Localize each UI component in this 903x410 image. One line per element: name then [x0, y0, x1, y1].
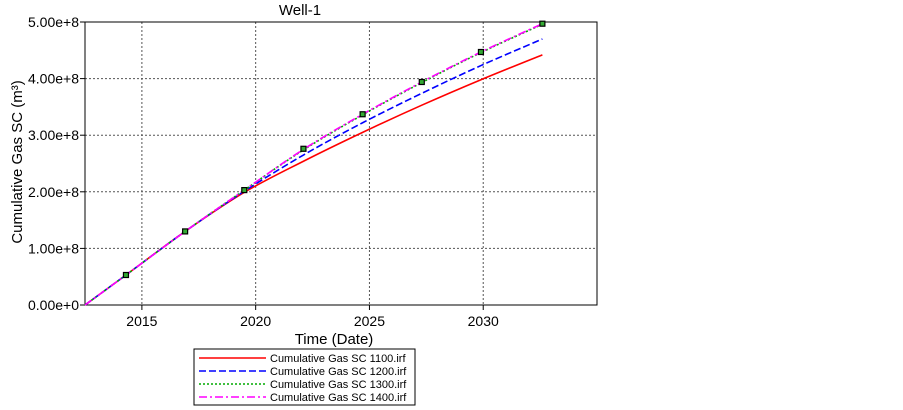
- x-axis: 2015 2020 2025 2030: [126, 305, 499, 329]
- y-tick-label: 1.00e+8: [28, 240, 79, 256]
- data-marker: [477, 48, 485, 56]
- x-tick-label: 2025: [354, 313, 385, 329]
- series-line-2: [84, 38, 543, 306]
- y-tick-label: 4.00e+8: [28, 71, 79, 87]
- legend-label: Cumulative Gas SC 1200.irf: [270, 366, 407, 378]
- x-tick-label: 2030: [468, 313, 499, 329]
- data-marker: [182, 228, 189, 235]
- y-tick-label: 3.00e+8: [28, 127, 79, 143]
- y-tick-label: 0.00e+0: [28, 297, 79, 313]
- x-axis-title: Time (Date): [295, 331, 374, 348]
- data-marker: [418, 78, 425, 86]
- y-tick-label: 5.00e+8: [28, 14, 79, 30]
- series-line-3: [84, 23, 543, 306]
- x-tick-label: 2020: [240, 313, 271, 329]
- data-marker: [539, 20, 546, 27]
- legend-label: Cumulative Gas SC 1100.irf: [270, 353, 406, 365]
- chart-title: Well-1: [279, 2, 321, 19]
- data-markers: [122, 20, 546, 279]
- legend-item-1: Cumulative Gas SC 1100.irf: [199, 353, 406, 365]
- plot-area-frame: [84, 21, 598, 306]
- legend-item-2: Cumulative Gas SC 1200.irf: [199, 366, 407, 378]
- y-tick-label: 2.00e+8: [28, 184, 79, 200]
- data-marker: [359, 111, 366, 118]
- data-marker: [300, 145, 307, 152]
- data-marker: [241, 187, 248, 194]
- y-axis: 0.00e+0 1.00e+8 2.00e+8 3.00e+8 4.00e+8 5.00e…: [28, 14, 85, 313]
- series-line-1: [84, 54, 543, 306]
- data-marker: [122, 271, 130, 279]
- grid: [85, 22, 597, 305]
- legend-item-4: Cumulative Gas SC 1400.irf: [199, 392, 407, 404]
- legend-item-3: Cumulative Gas SC 1300.irf: [199, 379, 407, 391]
- series-line-4: [84, 22, 543, 306]
- series-lines: [84, 22, 543, 306]
- legend-label: Cumulative Gas SC 1300.irf: [270, 379, 407, 391]
- legend-label: Cumulative Gas SC 1400.irf: [270, 392, 407, 404]
- x-tick-label: 2015: [126, 313, 157, 329]
- y-axis-title: Cumulative Gas SC (m³): [9, 80, 26, 243]
